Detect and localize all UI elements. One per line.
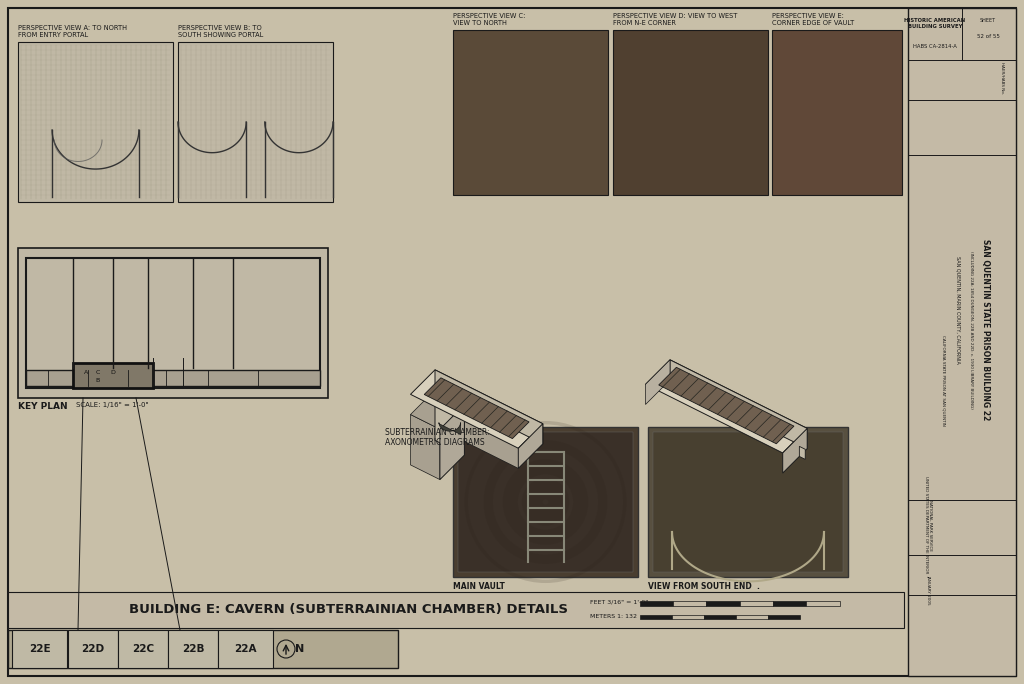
Text: SUBTERRAINIAN CHAMBER:
AXONOMETRIC DIAGRAMS: SUBTERRAINIAN CHAMBER: AXONOMETRIC DIAGR…	[385, 428, 489, 447]
Text: SAN QUENTIN STATE PRISON BUILDING 22: SAN QUENTIN STATE PRISON BUILDING 22	[981, 239, 990, 421]
Bar	[12, 630, 67, 668]
Text: FEET 3/16" = 1'-0": FEET 3/16" = 1'-0"	[591, 599, 648, 605]
Bar	[68, 630, 118, 668]
Text: SCALE: 1/16" = 1'-0": SCALE: 1/16" = 1'-0"	[76, 402, 148, 408]
Polygon shape	[439, 423, 461, 434]
Text: PERSPECTIVE VIEW B: TO
SOUTH SHOWING PORTAL: PERSPECTIVE VIEW B: TO SOUTH SHOWING POR…	[178, 25, 263, 38]
Bar	[772, 30, 902, 195]
Polygon shape	[440, 405, 465, 479]
Text: (INCLUDING 22A: 1854 DUNGEON, 22B AND 22D: c. 1930 LIBRARY BUILDING): (INCLUDING 22A: 1854 DUNGEON, 22B AND 22…	[969, 251, 973, 409]
Text: PERSPECTIVE VIEW E:
CORNER EDGE OF VAULT: PERSPECTIVE VIEW E: CORNER EDGE OF VAULT	[772, 13, 854, 26]
Text: N: N	[295, 644, 304, 654]
Bar	[453, 30, 608, 195]
Text: 22A: 22A	[234, 644, 257, 654]
Bar	[653, 432, 843, 572]
Polygon shape	[800, 447, 805, 460]
Bar	[613, 30, 768, 195]
Text: SHEET: SHEET	[980, 18, 996, 23]
Polygon shape	[411, 390, 543, 469]
Text: NATIONAL PARK SERVICE
UNITED STATES DEPARTMENT OF THE INTERIOR: NATIONAL PARK SERVICE UNITED STATES DEPA…	[924, 476, 932, 574]
Text: PERSPECTIVE VIEW C:
VIEW TO NORTH: PERSPECTIVE VIEW C: VIEW TO NORTH	[453, 13, 525, 26]
Polygon shape	[782, 428, 807, 473]
Text: 22D: 22D	[82, 644, 104, 654]
Bar	[18, 42, 173, 202]
Text: B: B	[96, 378, 100, 382]
Polygon shape	[518, 424, 543, 469]
Text: SAN QUENTIN, MARIN COUNTY, CALIFORNIA: SAN QUENTIN, MARIN COUNTY, CALIFORNIA	[955, 256, 961, 364]
Bar	[118, 630, 168, 668]
Bar	[908, 8, 1016, 676]
Text: 52 of 55: 52 of 55	[977, 34, 999, 39]
Polygon shape	[645, 360, 670, 404]
Bar	[739, 601, 773, 606]
Bar	[806, 601, 840, 606]
Bar	[73, 363, 153, 388]
Bar	[648, 427, 848, 577]
Polygon shape	[670, 360, 807, 449]
Bar	[168, 630, 218, 668]
Text: PERSPECTIVE VIEW A: TO NORTH
FROM ENTRY PORTAL: PERSPECTIVE VIEW A: TO NORTH FROM ENTRY …	[18, 25, 127, 38]
Polygon shape	[645, 360, 807, 453]
Bar	[773, 601, 806, 606]
Bar	[707, 601, 739, 606]
Bar	[26, 258, 319, 388]
Text: HABS CA-2814-A: HABS CA-2814-A	[913, 44, 957, 49]
Text: 22B: 22B	[181, 644, 204, 654]
Bar	[18, 248, 328, 398]
Text: JANUARY 2005: JANUARY 2005	[926, 575, 930, 605]
Bar	[178, 42, 333, 202]
Bar	[8, 630, 398, 668]
Text: CALIFORNIA STATE PRISON AT SAN QUENTIN: CALIFORNIA STATE PRISON AT SAN QUENTIN	[942, 334, 946, 425]
Text: VIEW FROM SOUTH END  .: VIEW FROM SOUTH END .	[648, 582, 760, 591]
Bar	[26, 370, 319, 386]
Text: A: A	[84, 371, 88, 376]
Text: BUILDING E: CAVERN (SUBTERRAINIAN CHAMBER) DETAILS: BUILDING E: CAVERN (SUBTERRAINIAN CHAMBE…	[129, 603, 568, 616]
Bar	[218, 630, 273, 668]
Text: 22E: 22E	[29, 644, 50, 654]
Polygon shape	[411, 370, 543, 448]
Polygon shape	[435, 370, 543, 444]
Text: D: D	[111, 371, 116, 376]
Bar	[673, 601, 707, 606]
Text: MAIN VAULT: MAIN VAULT	[453, 582, 505, 591]
Text: METERS 1: 132: METERS 1: 132	[591, 614, 637, 618]
Bar	[672, 614, 703, 618]
Bar	[453, 427, 638, 577]
Polygon shape	[411, 415, 440, 479]
Text: 22C: 22C	[132, 644, 154, 654]
Polygon shape	[424, 378, 529, 438]
Bar	[640, 601, 673, 606]
Polygon shape	[658, 367, 794, 444]
Bar	[735, 614, 768, 618]
Text: HAER/HABS No.: HAER/HABS No.	[1000, 62, 1004, 94]
Text: KEY PLAN: KEY PLAN	[18, 402, 68, 411]
Text: HISTORIC AMERICAN
BUILDING SURVEY: HISTORIC AMERICAN BUILDING SURVEY	[904, 18, 966, 29]
Bar	[703, 614, 735, 618]
Text: C: C	[96, 371, 100, 376]
Bar	[768, 614, 800, 618]
Bar	[8, 592, 904, 628]
Bar	[640, 614, 672, 618]
Polygon shape	[435, 390, 465, 455]
Bar	[458, 432, 633, 572]
Text: PERSPECTIVE VIEW D: VIEW TO WEST
FROM N-E CORNER: PERSPECTIVE VIEW D: VIEW TO WEST FROM N-…	[613, 13, 737, 26]
